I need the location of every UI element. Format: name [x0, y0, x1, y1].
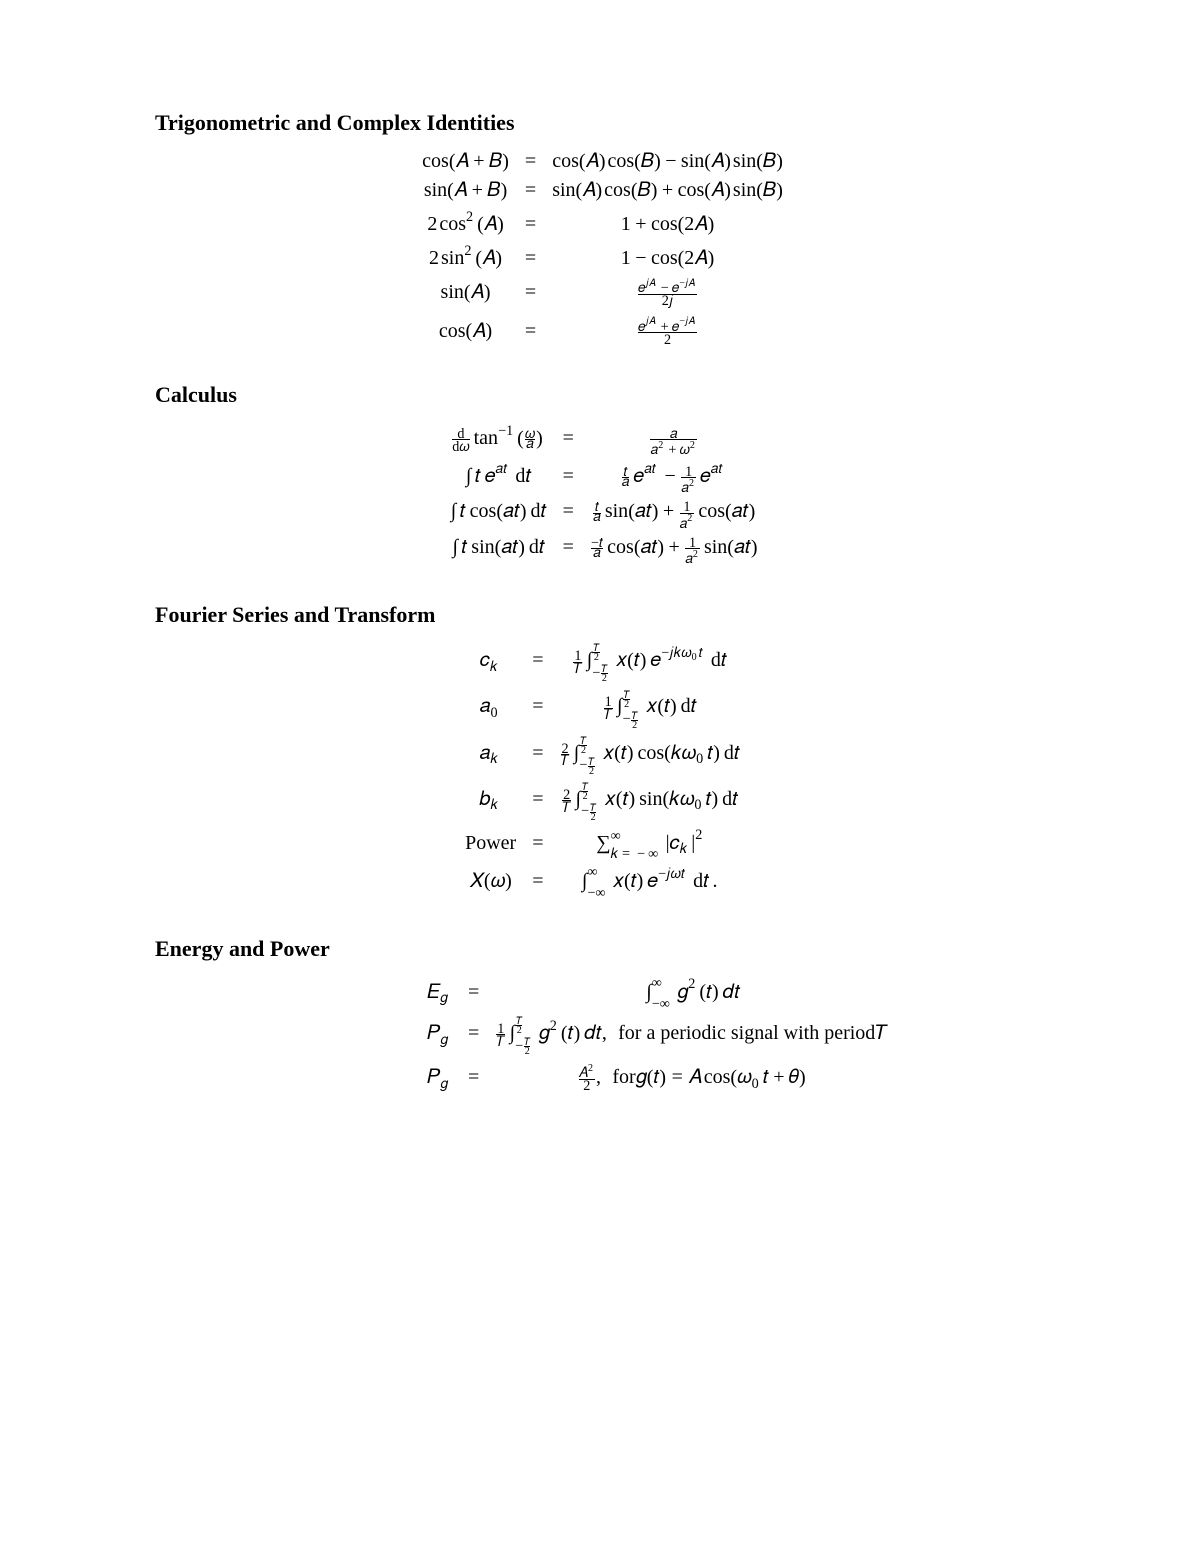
- equations-trig: cos(A+B) = cos(A)cos(B) −sin(A)sin(B) si…: [155, 148, 1050, 348]
- page: Trigonometric and Complex Identities cos…: [0, 0, 1200, 1553]
- equations-energy: Eg= ∫−∞∞ g2(t)dt Pg= 1T ∫−T2T2 g2(t)dt ,…: [265, 974, 1050, 1096]
- equations-fourier: ck= 1T ∫−T2T2 x(t) e−jkω0t dt a0= 1T ∫−T…: [155, 640, 1050, 902]
- equations-calculus: ddω tan−1 (ωa) = aa2+ω2 ∫teatdt = taeat …: [155, 420, 1050, 568]
- heading-calculus: Calculus: [155, 382, 1050, 408]
- heading-energy: Energy and Power: [155, 936, 1050, 962]
- heading-trig: Trigonometric and Complex Identities: [155, 110, 1050, 136]
- heading-fourier: Fourier Series and Transform: [155, 602, 1050, 628]
